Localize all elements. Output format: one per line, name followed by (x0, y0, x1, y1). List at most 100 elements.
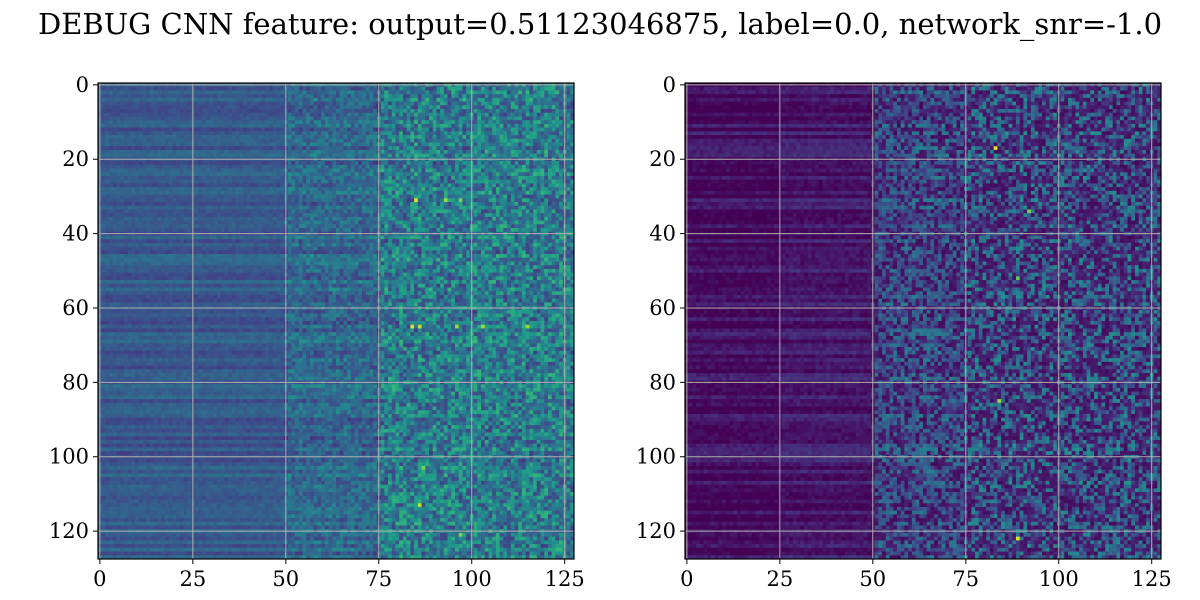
heatmap-cell (302, 220, 307, 225)
heatmap-cell (551, 123, 556, 129)
heatmap-cell (187, 142, 192, 147)
heatmap-cell (168, 198, 173, 203)
heatmap-cell (473, 179, 478, 184)
heatmap-cell (533, 135, 538, 140)
heatmap-cell (213, 190, 218, 195)
heatmap-cell (380, 116, 385, 121)
heatmap-cell (261, 142, 266, 147)
heatmap-cell (164, 198, 170, 203)
heatmap-cell (287, 224, 292, 229)
heatmap-cell (112, 138, 117, 143)
heatmap-cell (291, 164, 296, 169)
heatmap-cell (135, 138, 140, 143)
heatmap-cell (176, 101, 181, 106)
heatmap-cell (447, 164, 452, 169)
heatmap-cell (257, 116, 263, 121)
heatmap-cell (224, 183, 229, 188)
heatmap-cell (484, 105, 489, 110)
heatmap-cell (138, 161, 144, 166)
heatmap-cell (451, 209, 456, 214)
heatmap-cell (287, 105, 292, 110)
heatmap-cell (495, 105, 501, 110)
heatmap-cell (124, 164, 129, 169)
heatmap-cell (391, 138, 396, 143)
heatmap-cell (466, 120, 471, 125)
heatmap-cell (217, 142, 222, 147)
heatmap-cell (168, 187, 173, 192)
heatmap-cell (354, 168, 359, 173)
heatmap-cell (388, 187, 393, 192)
heatmap-cell (280, 164, 285, 169)
heatmap-cell (536, 142, 541, 147)
heatmap-cell (499, 209, 504, 214)
heatmap-cell (287, 94, 292, 99)
heatmap-cell (536, 161, 541, 166)
heatmap-cell (347, 172, 352, 177)
heatmap-cell (269, 131, 274, 136)
heatmap-cell (384, 205, 389, 210)
heatmap-cell (324, 94, 329, 99)
heatmap-cell (332, 194, 337, 199)
heatmap-cell (477, 138, 482, 143)
heatmap-cell (287, 112, 292, 117)
heatmap-cell (369, 220, 374, 225)
heatmap-cell (243, 168, 248, 173)
heatmap-cell (217, 198, 222, 203)
heatmap-cell (481, 190, 486, 195)
heatmap-cell (525, 112, 530, 117)
heatmap-cell (269, 213, 274, 218)
heatmap-cell (202, 168, 207, 173)
heatmap-cell (488, 164, 493, 169)
heatmap-cell (369, 172, 374, 177)
heatmap-cell (544, 198, 549, 203)
heatmap-cell (235, 153, 240, 158)
heatmap-cell (261, 194, 266, 199)
heatmap-cell (395, 213, 400, 218)
heatmap-cell (570, 153, 575, 158)
heatmap-cell (124, 175, 129, 181)
heatmap-cell (209, 194, 214, 199)
heatmap-cell (473, 202, 478, 207)
heatmap-cell (440, 161, 445, 166)
heatmap-cell (495, 198, 501, 203)
heatmap-cell (261, 131, 266, 136)
heatmap-cell (153, 220, 158, 225)
heatmap-cell (477, 123, 482, 129)
heatmap-cell (243, 131, 248, 136)
heatmap-cell (179, 116, 184, 121)
heatmap-cell (544, 209, 549, 214)
heatmap-cell (306, 205, 311, 210)
heatmap-cell (146, 123, 151, 129)
heatmap-cell (328, 131, 333, 136)
heatmap-cell (529, 120, 534, 125)
heatmap-cell (101, 216, 106, 221)
heatmap-cell (291, 127, 296, 132)
heatmap-cell (243, 149, 248, 155)
heatmap-cell (135, 179, 140, 184)
heatmap-cell (280, 109, 285, 114)
heatmap-cell (421, 179, 426, 184)
heatmap-cell (120, 116, 125, 121)
heatmap-cell (332, 131, 337, 136)
heatmap-cell (224, 168, 229, 173)
heatmap-cell (477, 198, 482, 203)
heatmap-cell (440, 120, 445, 125)
heatmap-cell (309, 135, 315, 140)
heatmap-cell (551, 179, 556, 184)
heatmap-cell (131, 194, 136, 199)
heatmap-cell (551, 172, 556, 177)
heatmap-cell (127, 216, 132, 221)
heatmap-cell (391, 216, 396, 221)
heatmap-cell (399, 164, 404, 169)
heatmap-cell (421, 190, 426, 195)
heatmap-cell (354, 112, 359, 117)
heatmap-cell (570, 220, 575, 225)
heatmap-cell (436, 142, 441, 147)
heatmap-cell (120, 149, 125, 155)
heatmap-cell (336, 146, 341, 151)
heatmap-cell (205, 127, 210, 132)
heatmap-cell (194, 213, 199, 218)
heatmap-cell (265, 161, 270, 166)
heatmap-cell (406, 131, 411, 136)
heatmap-cell (105, 101, 110, 106)
